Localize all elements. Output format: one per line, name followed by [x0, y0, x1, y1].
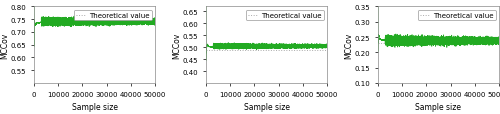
Theoretical value	[31, 22, 37, 23]
X-axis label: Sample size: Sample size	[72, 102, 118, 111]
Y-axis label: MCCov: MCCov	[172, 32, 181, 58]
X-axis label: Sample size: Sample size	[416, 102, 462, 111]
X-axis label: Sample size: Sample size	[244, 102, 290, 111]
Theoretical value	[375, 43, 381, 44]
Y-axis label: MCCov: MCCov	[344, 32, 353, 58]
Legend: Theoretical value: Theoretical value	[74, 11, 152, 21]
Theoretical value	[203, 50, 209, 52]
Legend: Theoretical value: Theoretical value	[246, 11, 324, 21]
Theoretical value	[31, 22, 37, 23]
Theoretical value	[203, 50, 209, 52]
Theoretical value	[375, 43, 381, 44]
Y-axis label: MCCov: MCCov	[0, 32, 9, 58]
Legend: Theoretical value: Theoretical value	[418, 11, 496, 21]
